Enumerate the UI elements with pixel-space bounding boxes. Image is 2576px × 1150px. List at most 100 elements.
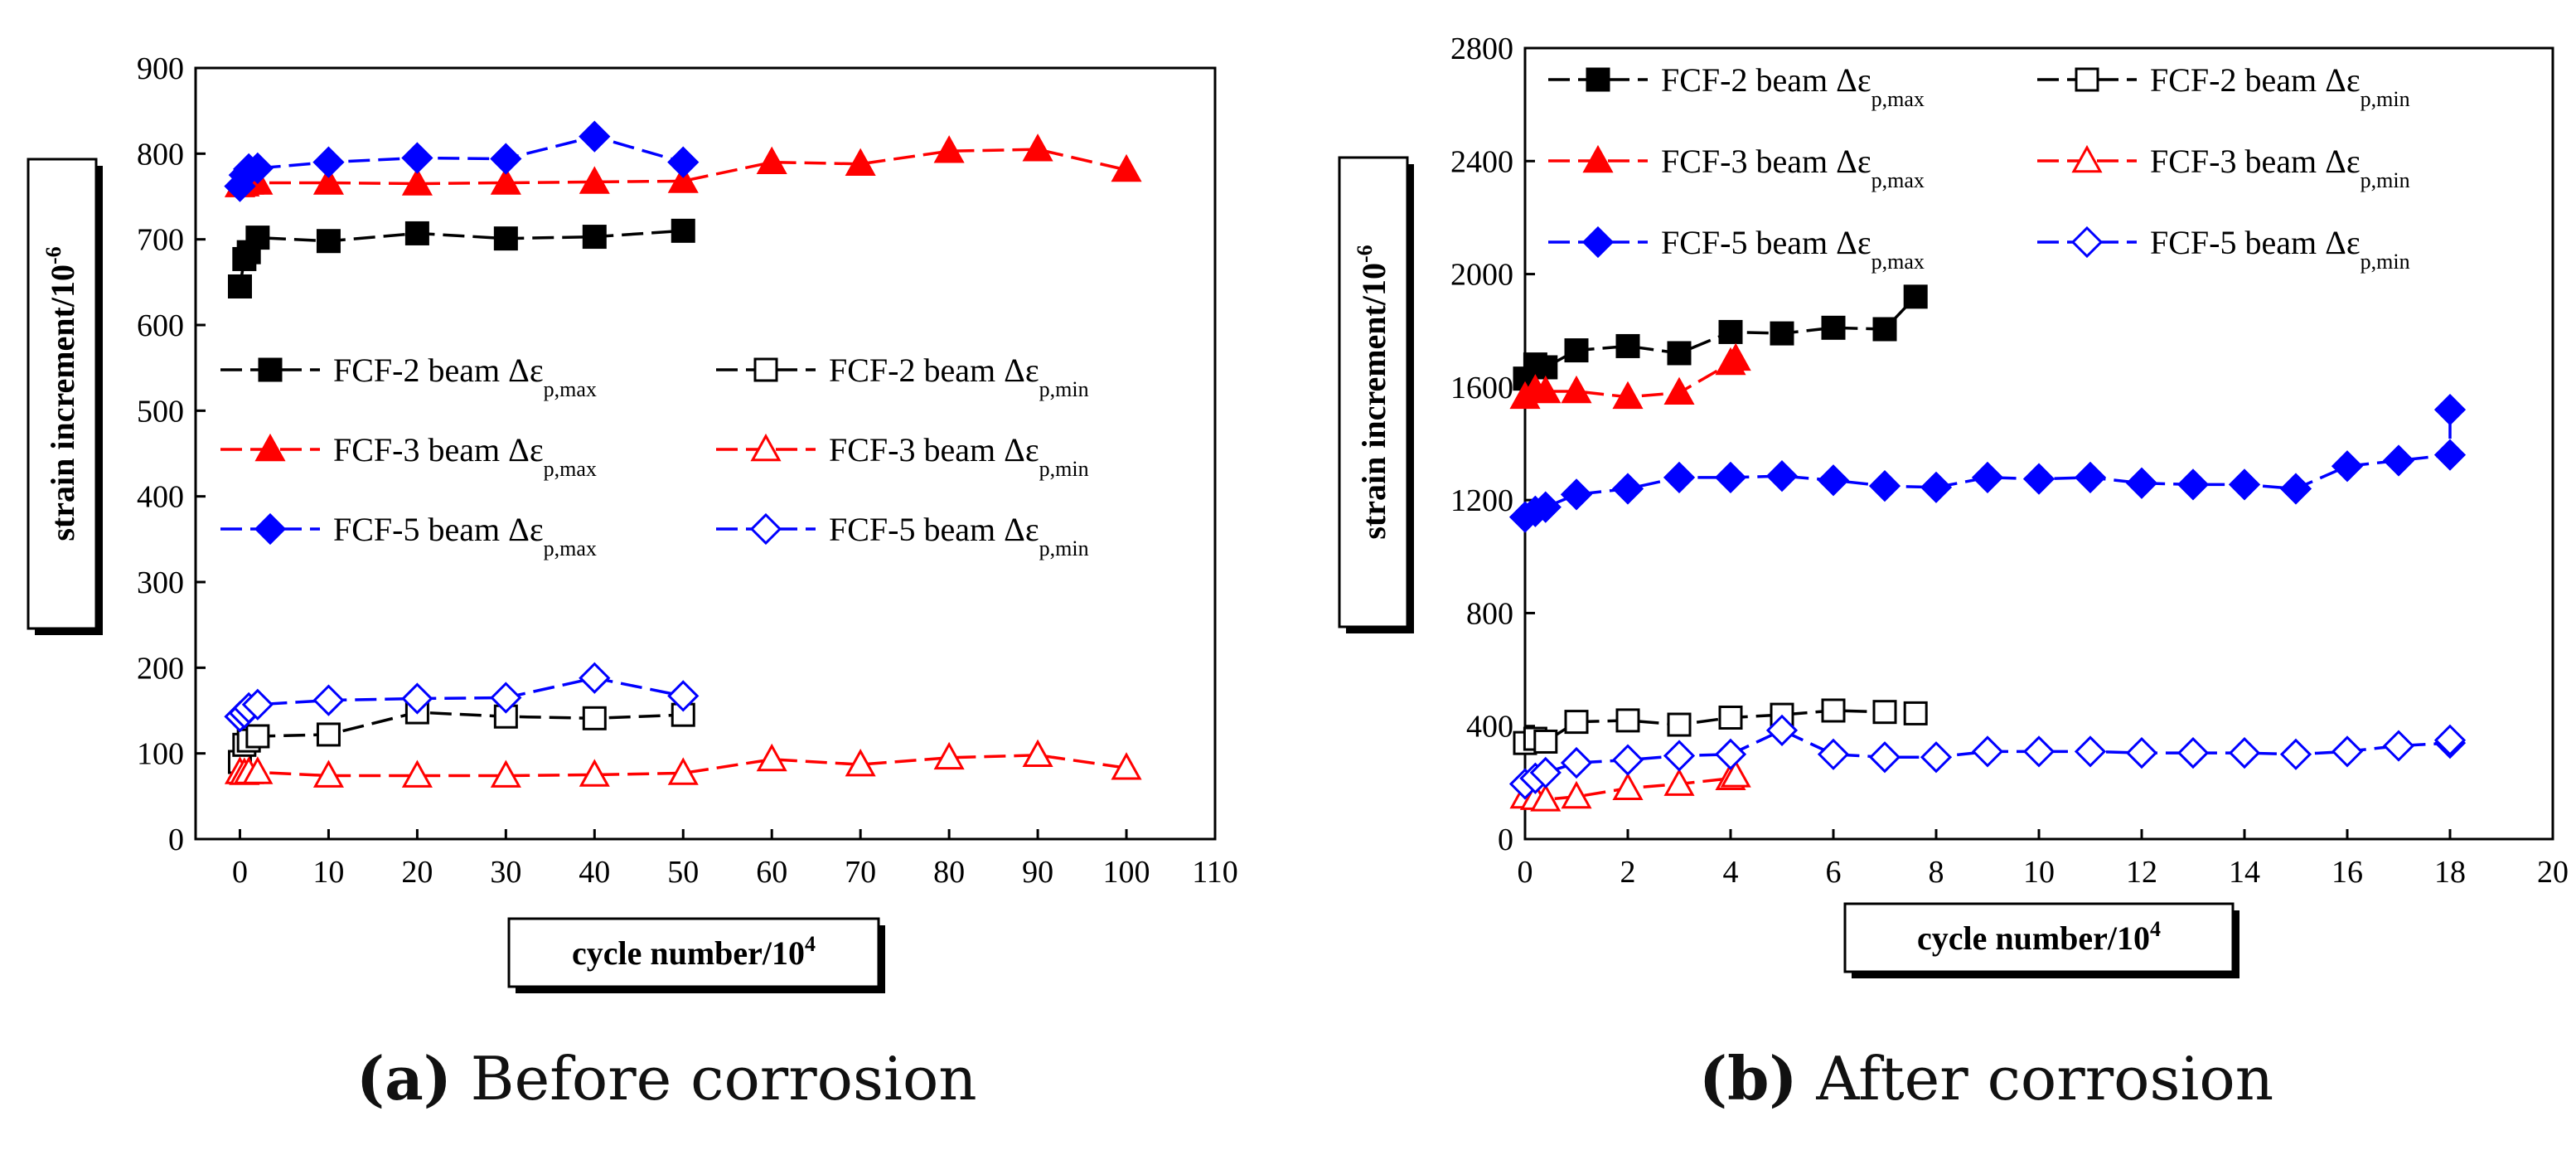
data-point: [2228, 468, 2261, 501]
legend-label: FCF-5 beam Δεp,min: [829, 511, 1089, 560]
x-axis-label: cycle number/104: [1917, 917, 2161, 957]
x-tick-label: 10: [2023, 855, 2055, 890]
data-point: [2022, 463, 2055, 495]
data-point: [1564, 338, 1589, 363]
series-line: [1524, 728, 2452, 786]
x-tick-label: 20: [401, 855, 433, 890]
data-point: [1868, 469, 1901, 502]
data-point: [845, 749, 876, 777]
data-point: [2177, 468, 2210, 501]
data-point: [667, 146, 700, 178]
data-point: [490, 167, 521, 195]
data-point: [1533, 355, 1558, 380]
data-point: [2331, 450, 2364, 483]
data-point: [1667, 341, 1692, 366]
legend-marker: [1586, 67, 1610, 92]
x-tick-label: 0: [232, 855, 248, 890]
data-point: [2433, 439, 2467, 471]
legend-label: FCF-2 beam Δεp,min: [2150, 61, 2410, 111]
data-point: [2331, 735, 2364, 768]
data-point: [1560, 478, 1593, 511]
y-tick-label: 0: [168, 822, 184, 857]
data-point: [1920, 471, 1953, 503]
legend-entry: FCF-2 beam Δεp,min: [2037, 61, 2410, 111]
data-point: [401, 142, 433, 174]
data-point: [1765, 714, 1799, 746]
series-fcf-2-beam-p-max: [227, 218, 695, 298]
legend-marker: [750, 433, 782, 462]
data-point: [1022, 133, 1053, 162]
legend-label: FCF-3 beam Δεp,max: [1661, 143, 1925, 192]
series-fcf-2-beam-p-min: [227, 700, 695, 774]
y-tick-label: 1200: [1450, 483, 1513, 518]
data-point: [2125, 736, 2158, 769]
caption-a-letter: (a): [356, 1043, 452, 1114]
legend-entry: FCF-2 beam Δεp,max: [220, 352, 597, 401]
y-tick-label: 500: [137, 394, 184, 429]
data-point: [1920, 741, 1953, 774]
caption-a-text: Before corrosion: [451, 1044, 977, 1114]
y-tick-label: 200: [137, 651, 184, 686]
legend-label: FCF-2 beam Δεp,max: [1661, 61, 1925, 111]
x-tick-label: 12: [2126, 855, 2157, 890]
data-point: [227, 274, 252, 298]
data-point: [241, 688, 274, 721]
data-point: [2433, 393, 2467, 426]
series-fcf-2-beam-p-min: [1513, 698, 1928, 755]
legend-marker: [2070, 226, 2104, 259]
data-point: [312, 146, 345, 178]
x-tick-label: 18: [2434, 855, 2466, 890]
data-point: [1821, 315, 1846, 340]
data-point: [490, 143, 522, 175]
x-tick-label: 70: [845, 855, 876, 890]
series-line: [238, 711, 684, 763]
x-tick-label: 20: [2537, 855, 2569, 890]
y-tick-label: 900: [137, 51, 184, 86]
data-point: [2382, 444, 2415, 477]
x-tick-label: 16: [2331, 855, 2363, 890]
data-point: [2022, 735, 2055, 768]
legend-marker: [258, 357, 283, 382]
data-point: [1022, 739, 1053, 768]
data-point: [1111, 153, 1142, 182]
y-tick-label: 0: [1498, 822, 1513, 857]
series-fcf-5-beam-p-min: [1508, 714, 2467, 800]
data-point: [579, 120, 611, 153]
legend-label: FCF-3 beam Δεp,max: [333, 431, 597, 481]
data-point: [316, 229, 341, 254]
data-point: [1765, 460, 1799, 493]
data-point: [582, 225, 607, 250]
legend-entry: FCF-3 beam Δεp,max: [1548, 143, 1925, 192]
caption-b-letter: (b): [1699, 1043, 1798, 1114]
data-point: [1615, 708, 1640, 733]
series-line: [1524, 410, 2452, 519]
data-point: [1821, 698, 1846, 723]
chart-a: 0 10 20 30 40 50 60 70 80 90 100 110 0 100 200 300 400 50…: [27, 51, 1238, 993]
data-point: [1872, 317, 1897, 342]
data-point: [1663, 768, 1695, 796]
legend-marker: [1581, 226, 1615, 259]
data-point: [2125, 467, 2158, 499]
data-point: [1530, 375, 1562, 404]
series-fcf-5-beam-p-min: [224, 662, 700, 733]
series-fcf-3-beam-p-min: [224, 739, 1142, 788]
data-point: [1718, 705, 1743, 730]
data-point: [1770, 321, 1794, 346]
data-point: [2074, 461, 2107, 494]
caption-b-text: After corrosion: [1797, 1044, 2274, 1114]
data-point: [490, 682, 522, 714]
series-fcf-3-beam-p-max: [1509, 342, 1751, 410]
x-tick-label: 90: [1022, 855, 1053, 890]
series-line: [238, 229, 684, 287]
y-tick-label: 800: [137, 137, 184, 172]
y-tick-label: 1600: [1450, 371, 1513, 405]
data-point: [1667, 712, 1692, 737]
data-point: [579, 662, 611, 694]
x-tick-label: 50: [667, 855, 699, 890]
legend-marker: [749, 512, 782, 546]
data-point: [1663, 740, 1696, 772]
data-point: [579, 759, 610, 787]
x-tick-label: 10: [312, 855, 344, 890]
data-point: [401, 759, 433, 788]
legend: FCF-2 beam Δεp,max FCF-2 beam Δεp,min FCF-…: [220, 352, 1089, 560]
